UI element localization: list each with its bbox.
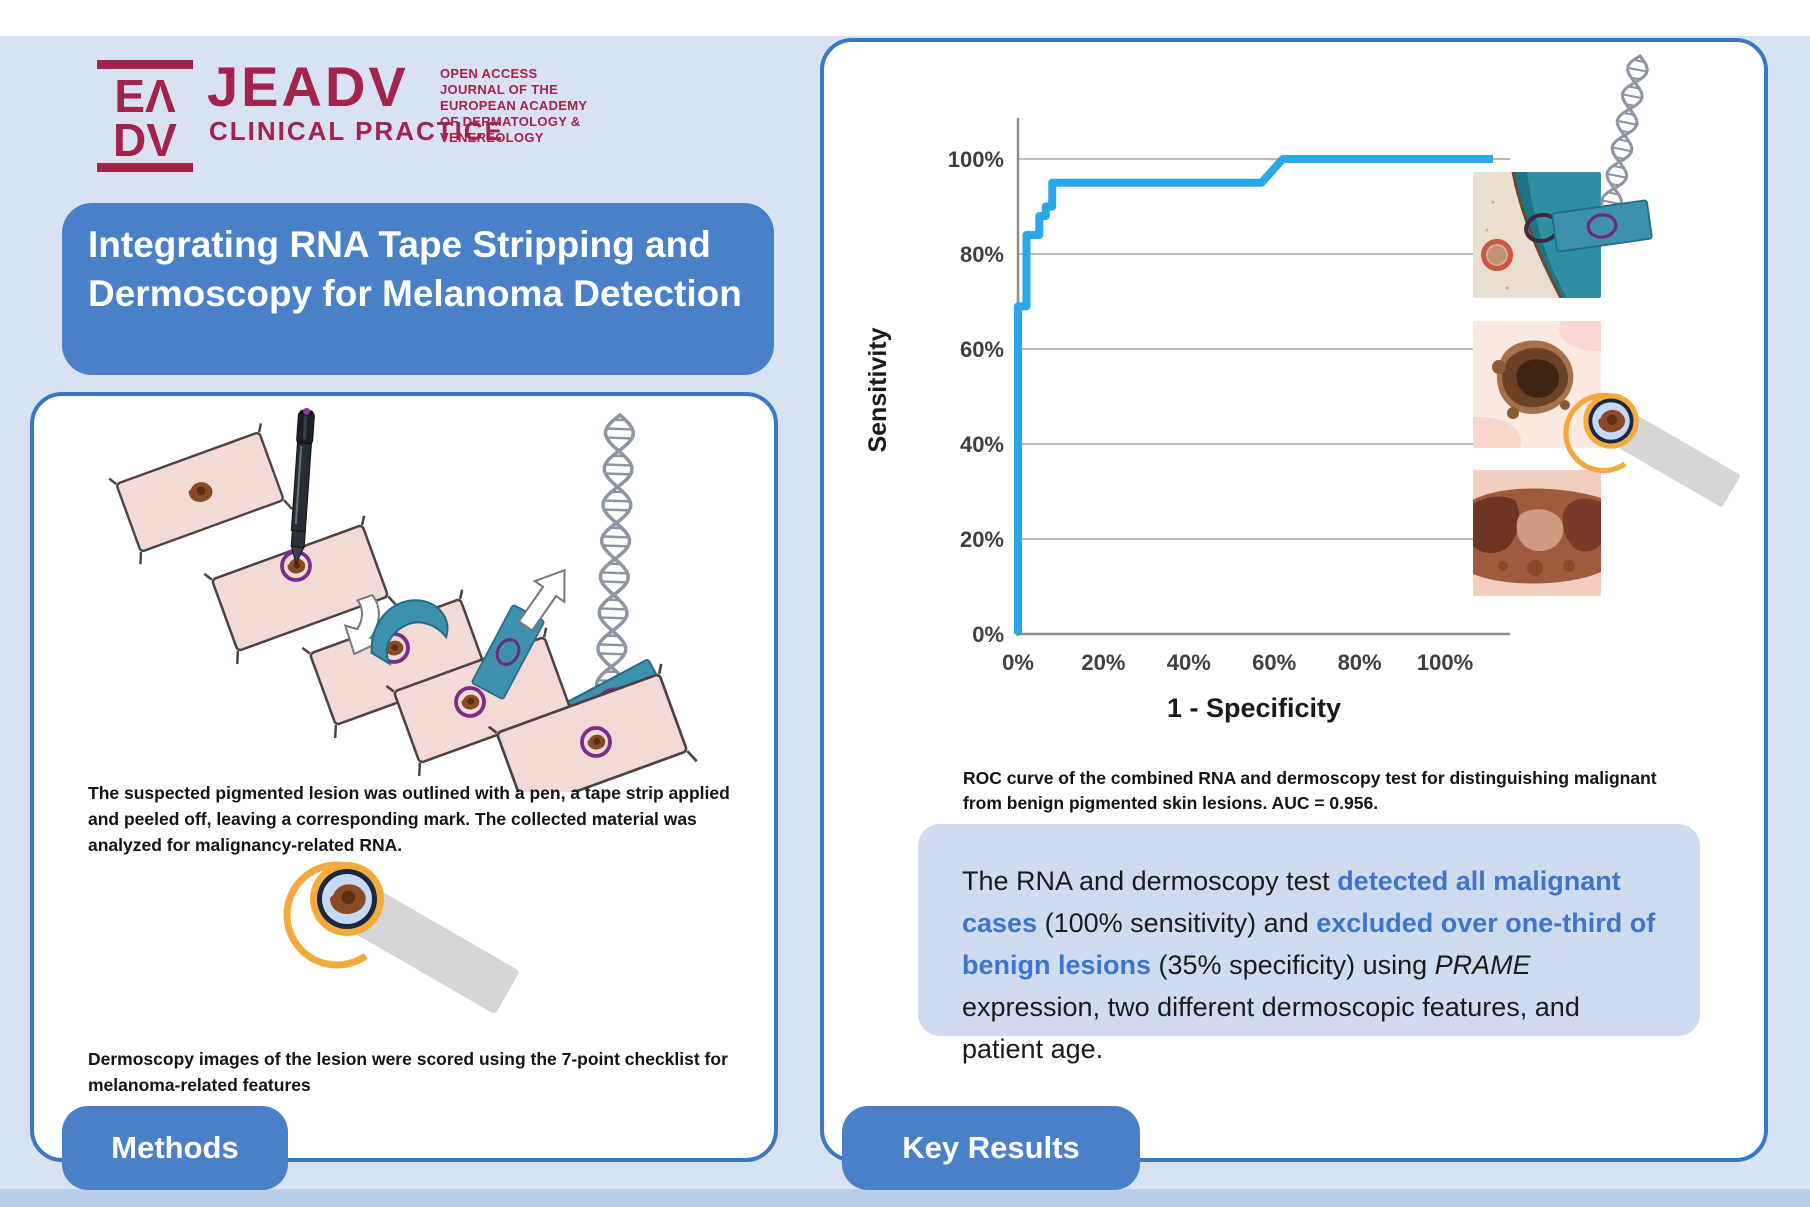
methods-caption-dermoscopy: Dermoscopy images of the lesion were sco…	[88, 1049, 728, 1095]
tape-stripping-illustration	[107, 407, 699, 792]
photo-dermoscopy-lesion-2	[1473, 470, 1601, 596]
summary-segment: expression, two different dermoscopic fe…	[962, 992, 1580, 1064]
tape-curl-icon	[370, 599, 449, 666]
results-illustrations	[1540, 54, 1770, 570]
bottom-blue-strip	[0, 1189, 1810, 1207]
dermatoscope-icon	[262, 826, 602, 1036]
key-results-summary-text: The RNA and dermoscopy test detected all…	[962, 860, 1656, 1070]
svg-text:DV: DV	[113, 114, 177, 166]
svg-text:80%: 80%	[960, 242, 1004, 267]
svg-text:40%: 40%	[960, 432, 1004, 457]
key-results-badge: Key Results	[842, 1106, 1140, 1190]
top-white-bar	[0, 0, 1810, 36]
x-axis-label: 1 - Specificity	[1166, 693, 1342, 723]
journal-name: JEADV	[207, 55, 409, 118]
svg-text:100%: 100%	[1417, 650, 1473, 675]
photo-dermoscopy-lesion-1	[1473, 321, 1601, 448]
journal-logo: EΛ DV JEADV CLINICAL PRACTICE OPEN ACCES…	[95, 55, 715, 173]
svg-text:20%: 20%	[960, 527, 1004, 552]
dna-helix-icon	[594, 413, 635, 694]
journal-subtitle: CLINICAL PRACTICE	[209, 116, 504, 146]
tape-strip-icon	[1550, 198, 1654, 254]
page-title: Integrating RNA Tape Stripping and Dermo…	[62, 203, 774, 375]
summary-segment-highlight: excluded over one-third of benign lesion…	[962, 908, 1656, 980]
key-results-summary-box: The RNA and dermoscopy test detected all…	[918, 824, 1700, 1064]
eadv-logo-icon: EΛ DV	[97, 60, 193, 172]
svg-text:100%: 100%	[948, 147, 1004, 172]
methods-badge-label: Methods	[111, 1130, 239, 1165]
methods-caption-rna: The suspected pigmented lesion was outli…	[88, 783, 730, 855]
dna-helix-icon	[1600, 54, 1649, 209]
journal-tagline: OPEN ACCESS JOURNAL OF THE EUROPEAN ACAD…	[440, 66, 588, 145]
svg-text:0%: 0%	[1002, 650, 1034, 675]
roc-curve-chart: 0% 20% 40% 60% 80% 100% 0% 20% 40% 60% 80% 100%	[948, 118, 1510, 675]
summary-segment-highlight: detected all malignant cases	[962, 866, 1621, 938]
y-axis-label: Sensitivity	[863, 327, 892, 453]
dermatoscope-icon	[1551, 381, 1741, 508]
svg-text:EΛ: EΛ	[114, 70, 176, 122]
methods-badge: Methods	[62, 1106, 288, 1190]
pen-icon	[290, 407, 315, 566]
summary-segment: The RNA and dermoscopy test	[962, 866, 1338, 896]
summary-segment: (35% specificity) using	[1151, 950, 1435, 980]
svg-text:80%: 80%	[1338, 650, 1382, 675]
peel-arrow-icon	[517, 568, 566, 632]
svg-text:0%: 0%	[972, 622, 1004, 647]
summary-segment-gene: PRAME	[1434, 950, 1531, 980]
svg-text:40%: 40%	[1167, 650, 1211, 675]
roc-figure-caption: ROC curve of the combined RNA and dermos…	[963, 768, 1657, 813]
svg-text:20%: 20%	[1081, 650, 1125, 675]
svg-text:60%: 60%	[960, 337, 1004, 362]
summary-segment: (100% sensitivity) and	[1037, 908, 1317, 938]
svg-text:60%: 60%	[1252, 650, 1296, 675]
key-results-badge-label: Key Results	[902, 1130, 1080, 1165]
